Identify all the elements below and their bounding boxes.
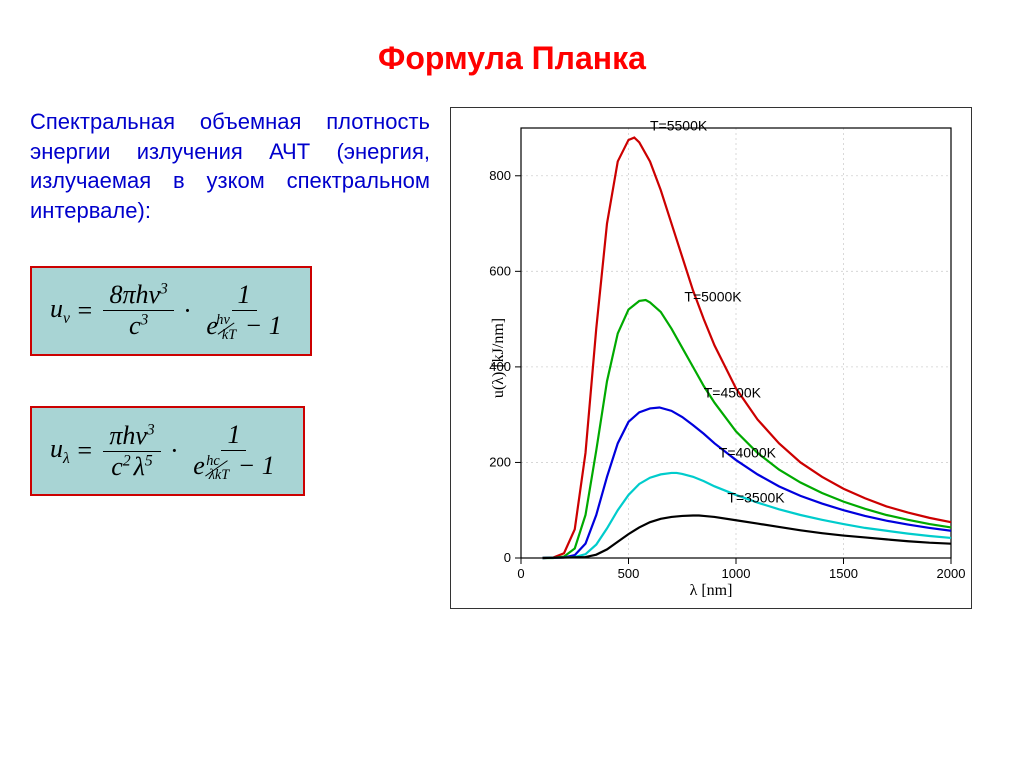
f2-lhs: uλ bbox=[50, 434, 70, 468]
svg-text:1500: 1500 bbox=[829, 566, 858, 581]
f1-frac1: 8πhν3 c3 bbox=[103, 280, 173, 341]
svg-text:500: 500 bbox=[618, 566, 640, 581]
svg-text:800: 800 bbox=[489, 168, 511, 183]
svg-text:0: 0 bbox=[504, 550, 511, 565]
svg-text:1000: 1000 bbox=[722, 566, 751, 581]
f1-lhs: uν bbox=[50, 294, 70, 328]
svg-text:T=4000K: T=4000K bbox=[719, 444, 777, 460]
planck-chart: 05001000150020000200400600800T=5500KT=50… bbox=[450, 107, 972, 609]
svg-text:T=5500K: T=5500K bbox=[650, 118, 708, 134]
f1-eq: = bbox=[76, 296, 94, 326]
f1-frac2: 1 ehνkT − 1 bbox=[200, 280, 287, 342]
svg-text:200: 200 bbox=[489, 454, 511, 469]
formula-2-box: uλ = πhν3 c2λ5 · 1 ehcλkT − 1 bbox=[30, 406, 305, 496]
left-column: Спектральная объемная плотность энергии … bbox=[30, 107, 450, 609]
right-column: 05001000150020000200400600800T=5500KT=50… bbox=[450, 107, 990, 609]
x-axis-label: λ [nm] bbox=[690, 582, 733, 600]
f2-frac2: 1 ehcλkT − 1 bbox=[187, 420, 281, 482]
svg-text:600: 600 bbox=[489, 263, 511, 278]
svg-text:0: 0 bbox=[517, 566, 524, 581]
content-row: Спектральная объемная плотность энергии … bbox=[0, 97, 1024, 619]
f2-eq: = bbox=[76, 436, 94, 466]
f1-dot: · bbox=[184, 296, 191, 326]
f2-frac1: πhν3 c2λ5 bbox=[103, 421, 160, 482]
svg-text:T=3500K: T=3500K bbox=[727, 490, 785, 506]
chart-svg: 05001000150020000200400600800T=5500KT=50… bbox=[451, 108, 971, 608]
page-title: Формула Планка bbox=[0, 0, 1024, 97]
description-text: Спектральная объемная плотность энергии … bbox=[30, 107, 430, 226]
svg-text:T=5000K: T=5000K bbox=[684, 289, 742, 305]
formula-1-box: uν = 8πhν3 c3 · 1 ehνkT − 1 bbox=[30, 266, 312, 356]
svg-text:2000: 2000 bbox=[937, 566, 966, 581]
f2-dot: · bbox=[171, 436, 178, 466]
svg-text:T=4500K: T=4500K bbox=[704, 385, 762, 401]
y-axis-label: u(λ) [kJ/nm] bbox=[490, 318, 508, 398]
